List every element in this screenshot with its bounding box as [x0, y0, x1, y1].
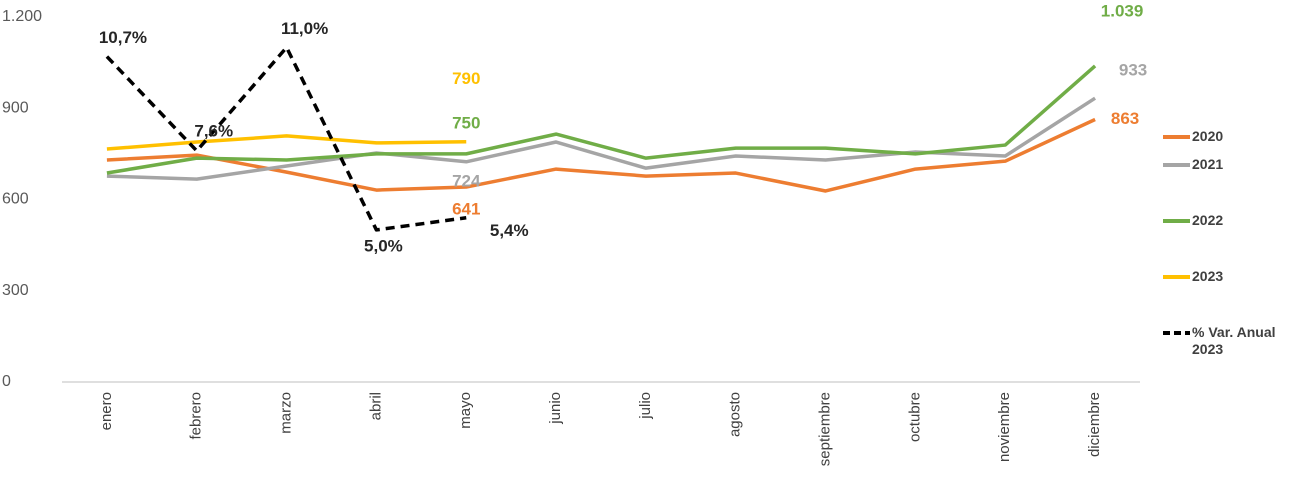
x-tick-label: mayo	[457, 392, 474, 429]
y-tick-label: 300	[2, 282, 29, 299]
series-line	[106, 134, 467, 151]
x-tick-label: noviembre	[996, 392, 1013, 462]
data-label: 933	[1119, 61, 1147, 80]
legend-label: % Var. Anual 2023	[1192, 324, 1276, 357]
data-label: 10,7%	[99, 28, 147, 47]
data-label: 5,0%	[364, 236, 403, 255]
x-tick-label: febrero	[188, 392, 205, 440]
x-tick-label: enero	[98, 392, 115, 430]
data-label: 790	[452, 69, 480, 88]
data-label: 11,0%	[281, 19, 328, 38]
x-tick-label: julio	[637, 392, 654, 420]
data-label: 863	[1111, 109, 1139, 128]
legend-label: 2023	[1192, 268, 1224, 284]
data-label: 641	[452, 200, 480, 219]
x-tick-label: septiembre	[817, 392, 834, 466]
y-tick-label: 0	[2, 373, 11, 390]
x-tick-label: junio	[547, 392, 564, 425]
data-label: 5,4%	[490, 221, 529, 240]
y-tick-label: 900	[2, 99, 29, 116]
legend-label: 2020	[1192, 128, 1224, 144]
x-tick-label: marzo	[278, 392, 295, 434]
data-label: 724	[452, 171, 481, 190]
x-tick-label: octubre	[906, 392, 923, 442]
y-tick-label: 1.200	[2, 8, 42, 25]
x-tick-label: agosto	[727, 392, 744, 437]
x-tick-label: abril	[367, 392, 384, 420]
legend-label: 2022	[1192, 212, 1224, 228]
data-label: 7,6%	[194, 121, 233, 140]
series-line	[106, 64, 1097, 175]
y-tick-label: 600	[2, 191, 29, 208]
data-label: 1.039	[1101, 1, 1144, 20]
series-line	[105, 45, 467, 232]
legend-label: 2021	[1192, 156, 1224, 172]
x-tick-label: diciembre	[1086, 392, 1103, 457]
data-label: 750	[452, 113, 480, 132]
